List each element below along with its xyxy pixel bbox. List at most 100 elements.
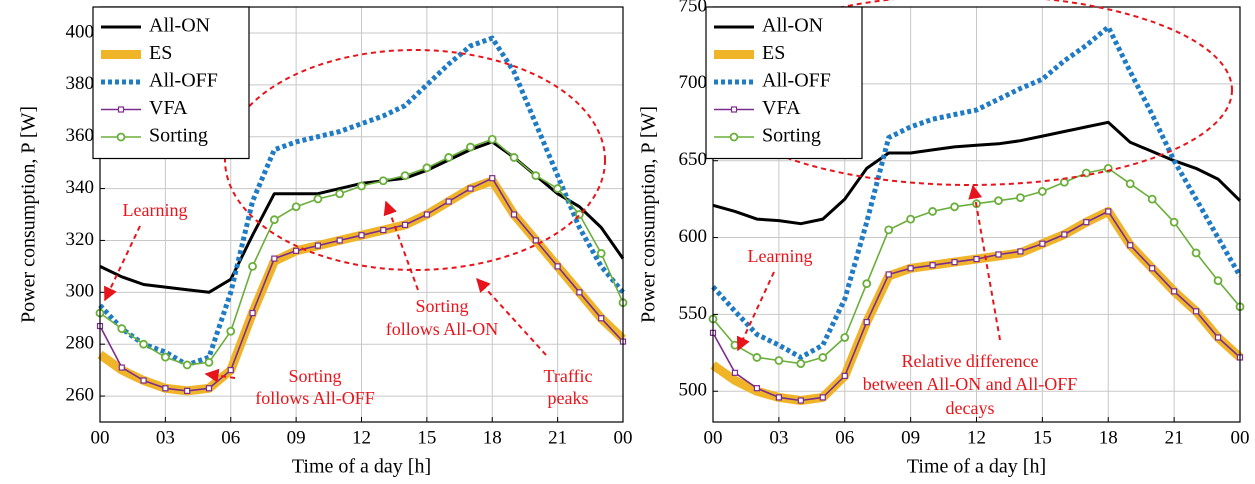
y-tick-label: 600: [679, 226, 708, 247]
point: [884, 225, 894, 235]
x-tick-label: 03: [156, 427, 175, 448]
point: [1149, 265, 1156, 272]
point: [1147, 194, 1157, 204]
point: [422, 163, 432, 173]
point: [532, 237, 539, 244]
point: [184, 387, 191, 394]
point: [1192, 308, 1200, 315]
point: [797, 397, 804, 404]
point: [358, 232, 365, 239]
point: [139, 339, 148, 349]
annotation-arrow: [968, 184, 1001, 341]
point: [731, 369, 739, 376]
plot-frame: [99, 6, 624, 423]
point: [271, 255, 278, 262]
x-tick-label: 00: [1231, 427, 1250, 448]
point: [335, 189, 345, 199]
y-tick-label: 550: [679, 303, 708, 324]
y-tick-label: 360: [66, 125, 95, 146]
point: [841, 372, 848, 379]
x-axis-label: Time of a day [h]: [292, 456, 431, 478]
legend-marker: [730, 106, 738, 113]
annotation: decays: [946, 398, 995, 418]
legend: All-ON ES All-OFF VFA Sorting: [705, 6, 863, 160]
point: [118, 364, 125, 371]
y-tick-label: 340: [66, 177, 95, 198]
point: [1037, 187, 1047, 196]
legend-label: All-ON: [762, 15, 823, 37]
point: [293, 247, 300, 254]
x-tick-label: 06: [835, 427, 854, 448]
point: [775, 394, 782, 401]
legend-label: VFA: [149, 97, 188, 119]
point: [160, 352, 170, 362]
annotation: between All-ON and All-OFF: [863, 374, 1077, 394]
point: [357, 181, 366, 191]
annotation: Sorting: [415, 296, 468, 316]
annotation: follows All-ON: [386, 319, 499, 339]
point: [182, 360, 192, 370]
point: [796, 359, 806, 368]
point: [401, 221, 409, 228]
point: [1191, 248, 1201, 258]
point: [313, 194, 323, 204]
x-tick-label: 15: [417, 427, 436, 448]
point: [269, 215, 279, 225]
point: [445, 198, 452, 205]
point: [1169, 217, 1179, 227]
point: [314, 242, 322, 249]
point: [907, 265, 914, 272]
point: [1083, 219, 1090, 226]
point: [1059, 177, 1069, 187]
chart: 500 550 600 650 700 750 00 03 06 09 12 15 18 21 00 Time…: [638, 0, 1250, 478]
point: [140, 377, 147, 384]
point: [818, 353, 828, 362]
point: [423, 211, 430, 218]
annotation-arrow: [383, 200, 419, 291]
point: [509, 153, 519, 162]
x-tick-label: 12: [352, 427, 371, 448]
point: [487, 134, 497, 144]
point: [1105, 208, 1112, 215]
point: [444, 153, 454, 162]
point: [995, 251, 1002, 258]
point: [928, 207, 937, 216]
point: [1061, 231, 1068, 238]
annotation-arrow: [104, 225, 141, 302]
x-tick-label: 18: [1099, 427, 1118, 448]
point: [380, 226, 387, 234]
point: [1127, 242, 1134, 249]
point: [752, 353, 762, 362]
legend-label: VFA: [762, 97, 801, 119]
x-tick-label: 21: [1165, 427, 1184, 448]
highlight-ellipse: [707, 0, 1233, 186]
point: [226, 326, 236, 336]
annotation: Traffic: [544, 366, 593, 386]
point: [400, 171, 410, 180]
legend: All-ON ES All-OFF VFA Sorting: [92, 6, 250, 160]
y-tick-label: 260: [66, 384, 95, 405]
series-line: [712, 120, 1242, 226]
point: [204, 357, 214, 367]
point: [885, 271, 892, 278]
point: [576, 289, 583, 296]
point: [467, 185, 474, 192]
point: [1016, 193, 1025, 202]
x-tick-label: 21: [548, 427, 567, 448]
x-axis-label: Time of a day [h]: [907, 456, 1046, 478]
point: [819, 394, 826, 401]
y-tick-label: 380: [66, 73, 95, 94]
annotation: Sorting: [288, 366, 341, 386]
y-tick-label: 650: [679, 149, 708, 170]
annotation-arrow: [204, 368, 236, 383]
point: [489, 175, 496, 182]
legend-label: All-ON: [149, 15, 210, 37]
point: [531, 171, 541, 180]
y-tick-label: 300: [66, 281, 95, 302]
point: [336, 237, 343, 244]
annotation: follows All-OFF: [255, 388, 375, 408]
point: [466, 142, 475, 152]
x-tick-label: 12: [967, 427, 986, 448]
point: [951, 259, 958, 266]
